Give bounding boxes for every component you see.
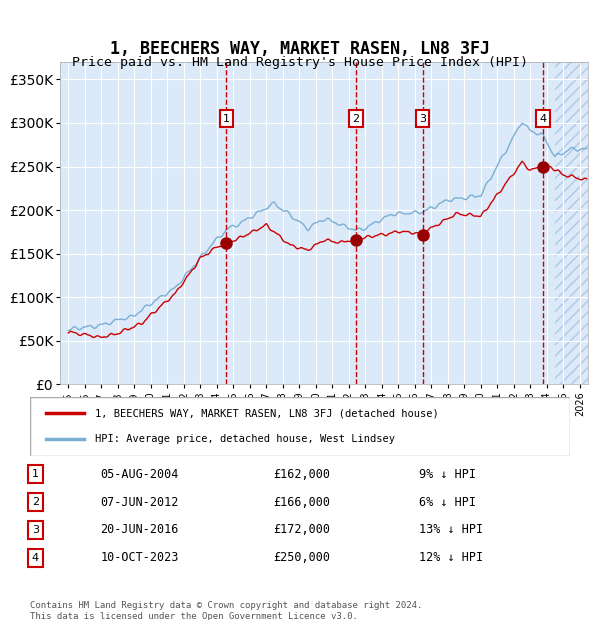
Text: 2: 2	[32, 497, 39, 507]
Text: 3: 3	[419, 113, 426, 123]
Text: 20-JUN-2016: 20-JUN-2016	[100, 523, 179, 536]
Bar	[555, 62, 588, 384]
Text: 13% ↓ HPI: 13% ↓ HPI	[419, 523, 483, 536]
Text: Price paid vs. HM Land Registry's House Price Index (HPI): Price paid vs. HM Land Registry's House …	[72, 56, 528, 69]
Text: Contains HM Land Registry data © Crown copyright and database right 2024.
This d: Contains HM Land Registry data © Crown c…	[30, 601, 422, 620]
Text: 1, BEECHERS WAY, MARKET RASEN, LN8 3FJ (detached house): 1, BEECHERS WAY, MARKET RASEN, LN8 3FJ (…	[95, 409, 439, 419]
Text: 07-JUN-2012: 07-JUN-2012	[100, 495, 179, 508]
Text: 1, BEECHERS WAY, MARKET RASEN, LN8 3FJ: 1, BEECHERS WAY, MARKET RASEN, LN8 3FJ	[110, 40, 490, 58]
Text: 6% ↓ HPI: 6% ↓ HPI	[419, 495, 476, 508]
Text: 1: 1	[32, 469, 39, 479]
Text: £162,000: £162,000	[273, 467, 330, 481]
Text: 12% ↓ HPI: 12% ↓ HPI	[419, 551, 483, 564]
Text: 10-OCT-2023: 10-OCT-2023	[100, 551, 179, 564]
Text: 05-AUG-2004: 05-AUG-2004	[100, 467, 179, 481]
Text: £172,000: £172,000	[273, 523, 330, 536]
FancyBboxPatch shape	[30, 397, 570, 456]
Text: 2: 2	[352, 113, 359, 123]
Text: HPI: Average price, detached house, West Lindsey: HPI: Average price, detached house, West…	[95, 434, 395, 444]
Text: 4: 4	[539, 113, 547, 123]
Text: 4: 4	[32, 553, 39, 563]
Text: 3: 3	[32, 525, 39, 535]
Text: £166,000: £166,000	[273, 495, 330, 508]
Text: 9% ↓ HPI: 9% ↓ HPI	[419, 467, 476, 481]
Text: £250,000: £250,000	[273, 551, 330, 564]
Text: 1: 1	[223, 113, 230, 123]
